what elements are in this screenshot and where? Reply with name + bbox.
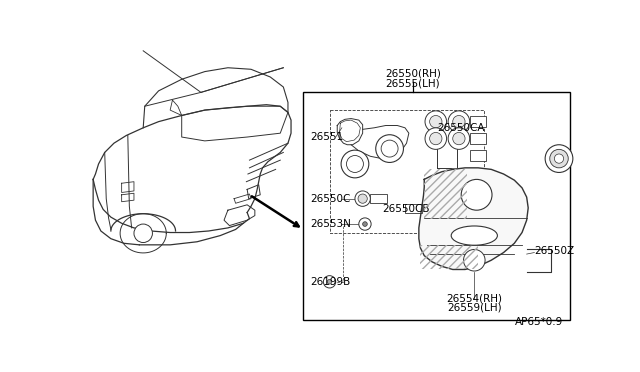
Circle shape <box>341 150 369 178</box>
Text: 26551: 26551 <box>310 132 344 142</box>
Text: 26550C: 26550C <box>310 194 351 203</box>
Circle shape <box>452 115 465 128</box>
Text: 26559(LH): 26559(LH) <box>447 303 502 313</box>
Circle shape <box>425 111 447 132</box>
Circle shape <box>381 140 398 157</box>
Circle shape <box>425 128 447 150</box>
Circle shape <box>463 250 485 271</box>
Text: 26550CA: 26550CA <box>437 123 485 133</box>
Circle shape <box>554 154 564 163</box>
Circle shape <box>545 145 573 173</box>
Circle shape <box>134 224 152 243</box>
Bar <box>470 133 486 144</box>
Text: 26553N: 26553N <box>310 219 351 229</box>
Text: 26199B: 26199B <box>310 277 351 287</box>
Circle shape <box>452 132 465 145</box>
Circle shape <box>448 128 470 150</box>
Bar <box>470 116 486 127</box>
Circle shape <box>429 115 442 128</box>
Bar <box>420 245 478 269</box>
Bar <box>303 92 570 320</box>
Bar <box>371 194 387 203</box>
Circle shape <box>358 194 367 203</box>
Polygon shape <box>419 168 528 269</box>
Circle shape <box>355 191 371 206</box>
Bar <box>470 150 486 161</box>
Bar <box>424 169 467 219</box>
Circle shape <box>448 111 470 132</box>
Ellipse shape <box>451 226 497 245</box>
Circle shape <box>327 279 332 284</box>
Circle shape <box>359 218 371 230</box>
Text: 26550Z: 26550Z <box>534 246 575 256</box>
Text: AP65*0.9: AP65*0.9 <box>515 317 563 327</box>
Bar <box>405 204 422 213</box>
Text: 26554(RH): 26554(RH) <box>446 294 502 304</box>
Circle shape <box>323 276 336 288</box>
Text: 26550(RH): 26550(RH) <box>385 69 440 79</box>
Text: 26550CB: 26550CB <box>382 205 429 214</box>
Circle shape <box>363 222 367 226</box>
Circle shape <box>429 132 442 145</box>
Bar <box>330 110 484 233</box>
Circle shape <box>376 135 403 163</box>
Circle shape <box>461 179 492 210</box>
Text: 26555(LH): 26555(LH) <box>385 78 440 88</box>
Circle shape <box>346 155 364 173</box>
Circle shape <box>550 150 568 168</box>
